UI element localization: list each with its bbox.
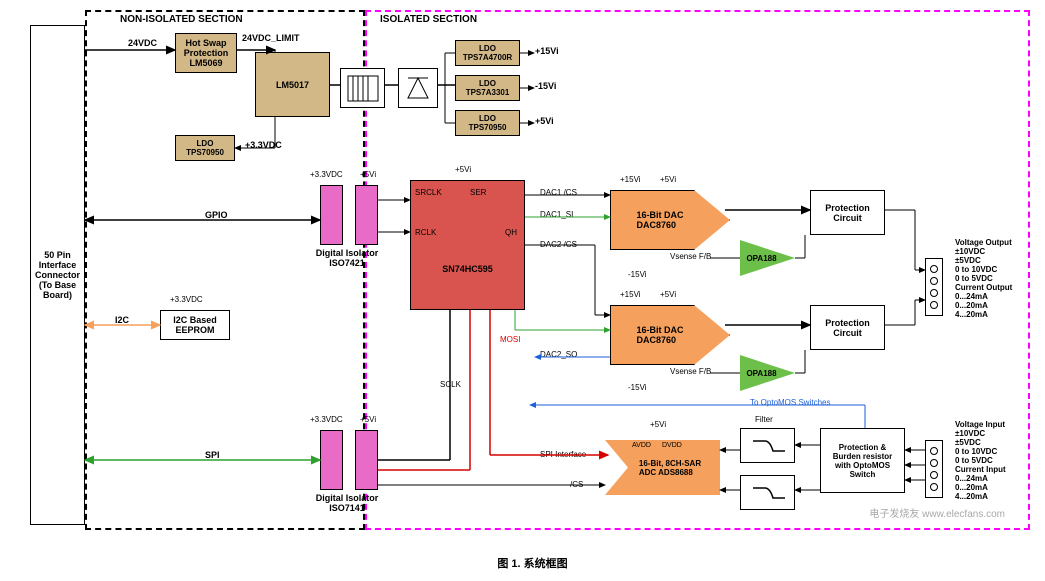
- iso7421-label: Digital Isolator ISO7421: [302, 248, 392, 268]
- shiftreg: SN74HC595: [410, 180, 525, 310]
- p33vdc-1: +3.3VDC: [245, 140, 282, 150]
- dac1-p15: +15Vi: [620, 175, 641, 184]
- p15vi-1: +15Vi: [535, 46, 559, 56]
- iso7421-5vi: +5Vi: [360, 170, 376, 179]
- ldo3: LDO TPS70950: [455, 110, 520, 136]
- adc-5vi: +5Vi: [650, 420, 666, 429]
- transformer: [340, 68, 385, 108]
- iso7141-33v: +3.3VDC: [310, 415, 343, 424]
- hotswap-block: Hot Swap Protection LM5069: [175, 33, 237, 73]
- gpio-label: GPIO: [205, 210, 228, 220]
- connector-text: 50 Pin Interface Connector (To Base Boar…: [35, 250, 80, 300]
- vsense1: Vsense F/B: [670, 252, 711, 261]
- sr-5vi: +5Vi: [455, 165, 471, 174]
- qh: QH: [505, 228, 517, 237]
- dac1cs: DAC1 /CS: [540, 188, 577, 197]
- dac2cs: DAC2 /CS: [540, 240, 577, 249]
- term-top: [925, 258, 943, 316]
- prot1: Protection Circuit: [810, 190, 885, 235]
- term-bot: [925, 440, 943, 498]
- filter2: [740, 475, 795, 510]
- cs: /CS: [570, 480, 583, 489]
- rectifier: [398, 68, 438, 108]
- p5vi-1: +5Vi: [535, 116, 554, 126]
- iso-label: ISOLATED SECTION: [380, 14, 477, 25]
- filter1-lbl: Filter: [755, 415, 773, 424]
- avdd: AVDD: [632, 442, 651, 449]
- iso7141-5vi: +5Vi: [360, 415, 376, 424]
- dac1-p5: +5Vi: [660, 175, 676, 184]
- toopto: To OptoMOS Switches: [750, 398, 830, 407]
- srclk: SRCLK: [415, 188, 442, 197]
- sclk: SCLK: [440, 380, 461, 389]
- diagram-canvas: NON-ISOLATED SECTION ISOLATED SECTION 50…: [10, 10, 1035, 550]
- ser: SER: [470, 188, 486, 197]
- ldo1: LDO TPS7A4700R: [455, 40, 520, 66]
- v24dc-label: 24VDC: [128, 38, 157, 48]
- ldo4: LDO TPS70950: [175, 135, 235, 161]
- v24dc-limit-label: 24VDC_LIMIT: [242, 33, 300, 43]
- ldo2: LDO TPS7A3301: [455, 75, 520, 101]
- dac2-p15: +15Vi: [620, 290, 641, 299]
- iso7141-left: [320, 430, 343, 490]
- prot2: Protection Circuit: [810, 305, 885, 350]
- eeprom: I2C Based EEPROM: [160, 310, 230, 340]
- figure-caption: 图 1. 系统框图: [10, 555, 1045, 571]
- prot-burden: Protection & Burden resistor with OptoMO…: [820, 428, 905, 493]
- iso7141-right: [355, 430, 378, 490]
- watermark: 电子发烧友 www.elecfans.com: [869, 505, 1005, 520]
- filter1: [740, 428, 795, 463]
- connector-block: 50 Pin Interface Connector (To Base Boar…: [30, 25, 85, 525]
- lm5017-block: LM5017: [255, 52, 330, 117]
- dac1si: DAC1_SI: [540, 210, 573, 219]
- dac2so: DAC2_SO: [540, 350, 577, 359]
- dac1-m15: -15Vi: [628, 270, 647, 279]
- iso7421-left: [320, 185, 343, 245]
- volt-in-block: Voltage Input ±10VDC ±5VDC 0 to 10VDC 0 …: [955, 420, 1006, 501]
- i2c-label: I2C: [115, 315, 129, 325]
- spi-label: SPI: [205, 450, 220, 460]
- iso7141-label: Digital Isolator ISO7141: [302, 493, 392, 513]
- mosi: MOSI: [500, 335, 520, 344]
- dac2-p5: +5Vi: [660, 290, 676, 299]
- volt-out-block: Voltage Output ±10VDC ±5VDC 0 to 10VDC 0…: [955, 238, 1012, 319]
- vsense2: Vsense F/B: [670, 367, 711, 376]
- rclk: RCLK: [415, 228, 436, 237]
- eeprom-33v: +3.3VDC: [170, 295, 203, 304]
- iso7421-33v: +3.3VDC: [310, 170, 343, 179]
- iso7421-right: [355, 185, 378, 245]
- m15vi-1: -15Vi: [535, 81, 556, 91]
- non-iso-label: NON-ISOLATED SECTION: [120, 14, 243, 25]
- dac2-m15: -15Vi: [628, 383, 647, 392]
- spi-if: SPI Interface: [540, 450, 586, 459]
- dvdd: DVDD: [662, 442, 682, 449]
